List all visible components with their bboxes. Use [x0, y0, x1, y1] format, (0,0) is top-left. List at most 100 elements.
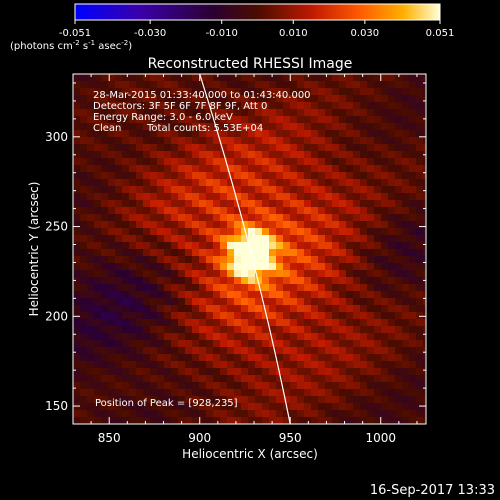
heatmap-cell: [318, 249, 326, 257]
heatmap-cell: [129, 158, 137, 166]
heatmap-cell: [108, 403, 116, 411]
heatmap-cell: [283, 123, 291, 131]
heatmap-cell: [388, 214, 396, 222]
heatmap-cell: [122, 284, 130, 292]
heatmap-cell: [136, 312, 144, 320]
heatmap-cell: [206, 340, 214, 348]
heatmap-cell: [136, 326, 144, 334]
heatmap-cell: [213, 305, 221, 313]
heatmap-cell: [276, 410, 284, 418]
heatmap-cell: [192, 368, 200, 376]
heatmap-cell: [346, 130, 354, 138]
heatmap-cell: [269, 158, 277, 166]
heatmap-cell: [73, 249, 81, 257]
heatmap-cell: [108, 410, 116, 418]
heatmap-cell: [185, 74, 193, 82]
heatmap-cell: [115, 263, 123, 271]
heatmap-cell: [185, 235, 193, 243]
heatmap-cell: [241, 88, 249, 96]
heatmap-cell: [290, 319, 298, 327]
heatmap-cell: [325, 95, 333, 103]
heatmap-cell: [164, 214, 172, 222]
heatmap-cell: [94, 235, 102, 243]
heatmap-cell: [122, 375, 130, 383]
heatmap-cell: [150, 116, 158, 124]
heatmap-cell: [157, 123, 165, 131]
heatmap-cell: [220, 172, 228, 180]
heatmap-cell: [136, 102, 144, 110]
heatmap-cell: [164, 326, 172, 334]
heatmap-cell: [150, 123, 158, 131]
heatmap-cell: [339, 340, 347, 348]
heatmap-cell: [87, 410, 95, 418]
heatmap-cell: [108, 277, 116, 285]
heatmap-cell: [192, 375, 200, 383]
heatmap-cell: [318, 361, 326, 369]
heatmap-cell: [101, 284, 109, 292]
heatmap-cell: [94, 375, 102, 383]
heatmap-cell: [283, 389, 291, 397]
heatmap-cell: [304, 235, 312, 243]
heatmap-cell: [416, 305, 424, 313]
heatmap-cell: [73, 319, 81, 327]
heatmap-cell: [241, 102, 249, 110]
heatmap-cell: [283, 151, 291, 159]
heatmap-cell: [325, 270, 333, 278]
heatmap-cell: [276, 326, 284, 334]
heatmap-cell: [94, 305, 102, 313]
heatmap-cell: [157, 389, 165, 397]
heatmap-cell: [206, 95, 214, 103]
heatmap-cell: [255, 249, 263, 257]
heatmap-cell: [213, 151, 221, 159]
heatmap-cell: [374, 326, 382, 334]
heatmap-cell: [164, 158, 172, 166]
heatmap-cell: [206, 214, 214, 222]
heatmap-cell: [80, 116, 88, 124]
heatmap-cell: [192, 242, 200, 250]
heatmap-cell: [395, 256, 403, 264]
heatmap-cell: [206, 116, 214, 124]
heatmap-cell: [143, 284, 151, 292]
heatmap-cell: [192, 116, 200, 124]
heatmap-cell: [150, 81, 158, 89]
heatmap-cell: [129, 256, 137, 264]
heatmap-cell: [199, 410, 207, 418]
heatmap-cell: [164, 347, 172, 355]
heatmap-cell: [423, 354, 426, 362]
heatmap-cell: [297, 172, 305, 180]
heatmap-cell: [353, 270, 361, 278]
heatmap-cell: [332, 186, 340, 194]
heatmap-cell: [80, 403, 88, 411]
heatmap-cell: [325, 200, 333, 208]
heatmap-cell: [262, 256, 270, 264]
heatmap-cell: [339, 263, 347, 271]
heatmap-cell: [304, 137, 312, 145]
heatmap-cell: [374, 179, 382, 187]
heatmap-cell: [318, 375, 326, 383]
heatmap-cell: [220, 403, 228, 411]
heatmap-cell: [346, 312, 354, 320]
heatmap-cell: [73, 284, 81, 292]
heatmap-cell: [192, 333, 200, 341]
heatmap-cell: [185, 186, 193, 194]
heatmap-cell: [185, 130, 193, 138]
heatmap-cell: [136, 410, 144, 418]
heatmap-cell: [178, 207, 186, 215]
heatmap-cell: [346, 270, 354, 278]
heatmap-cell: [115, 74, 123, 82]
heatmap-cell: [185, 144, 193, 152]
heatmap-cell: [297, 144, 305, 152]
heatmap-cell: [255, 193, 263, 201]
heatmap-cell: [339, 284, 347, 292]
heatmap-cell: [311, 137, 319, 145]
heatmap-cell: [402, 165, 410, 173]
heatmap-cell: [227, 305, 235, 313]
heatmap-cell: [318, 326, 326, 334]
heatmap-cell: [143, 354, 151, 362]
heatmap-cell: [290, 172, 298, 180]
heatmap-cell: [220, 319, 228, 327]
heatmap-cell: [360, 74, 368, 82]
heatmap-cell: [255, 235, 263, 243]
heatmap-cell: [388, 81, 396, 89]
heatmap-cell: [185, 214, 193, 222]
